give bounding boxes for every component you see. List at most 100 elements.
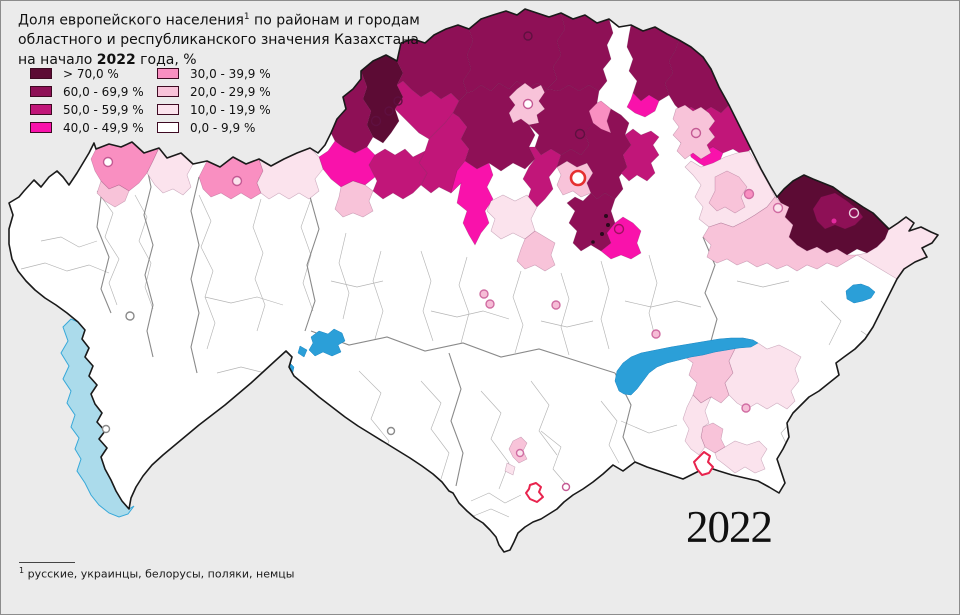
legend-item: > 70,0 %: [30, 67, 119, 81]
legend-item: 50,0 - 59,9 %: [30, 102, 144, 117]
legend-label: 10,0 - 19,9 %: [190, 102, 271, 117]
map-region: [450, 160, 494, 246]
district-boundary: [530, 380, 558, 456]
district-boundary: [540, 430, 566, 484]
district-boundary: [470, 508, 510, 518]
map-title: Доля европейского населения1 по районам …: [18, 8, 420, 70]
legend-label: 40,0 - 49,9 %: [63, 120, 144, 135]
map-region: [708, 170, 748, 214]
title-line-3: на начало 2022 года, %: [18, 51, 197, 68]
district-boundary: [458, 256, 470, 344]
map-region: [486, 194, 538, 240]
lake: [308, 328, 346, 357]
city-marker: [651, 329, 661, 339]
district-boundary: [420, 250, 434, 342]
oblast-boundary: [310, 330, 616, 374]
city-marker: [741, 403, 751, 413]
footnote-sup: 1: [19, 566, 25, 575]
district-boundary: [300, 198, 314, 312]
map-region: [368, 148, 428, 200]
district-boundary: [648, 254, 658, 338]
city-marker: [523, 31, 533, 41]
district-boundary: [20, 262, 110, 274]
legend-item: 40,0 - 49,9 %: [30, 120, 144, 135]
district-boundary: [620, 420, 678, 434]
district-boundary: [338, 232, 350, 320]
capital-marker-astana: [569, 169, 587, 187]
legend-swatch: [30, 86, 52, 97]
district-boundary: [372, 250, 384, 340]
district-boundary: [252, 198, 266, 332]
map-region: [516, 230, 556, 272]
legend-swatch: [30, 104, 52, 115]
city-dot: [604, 214, 608, 218]
city-red-outline: [693, 451, 714, 476]
legend-label: 60,0 - 69,9 %: [63, 84, 144, 99]
city-dot: [591, 240, 595, 244]
legend-swatch: [30, 122, 52, 133]
lake: [614, 337, 759, 396]
map-region: [702, 196, 859, 272]
map-region: [812, 192, 864, 230]
map-region: [522, 146, 562, 208]
district-boundary: [736, 280, 790, 288]
map-region: [198, 156, 264, 200]
city-marker: [479, 289, 489, 299]
district-boundary: [480, 390, 510, 490]
title-year: 2022: [96, 51, 136, 68]
footnote-marker: 1: [243, 12, 250, 22]
city-marker: [690, 127, 702, 139]
footnote-text: русские, украинцы, белорусы, поляки, нем…: [27, 567, 295, 581]
legend-label: 0,0 - 9,9 %: [190, 120, 256, 135]
legend-label: 50,0 - 59,9 %: [63, 102, 144, 117]
lake: [297, 345, 308, 358]
city-marker: [485, 299, 495, 309]
footnote: 1 русские, украинцы, белорусы, поляки, н…: [19, 562, 294, 581]
city-marker: [743, 188, 755, 200]
district-boundary: [624, 300, 702, 308]
map-region: [682, 394, 712, 456]
legend-label: 30,0 - 39,9 %: [190, 66, 271, 81]
legend-swatch: [30, 68, 52, 79]
city-marker: [772, 202, 784, 214]
map-region: [714, 440, 768, 474]
city-marker: [574, 128, 586, 140]
city-marker: [522, 98, 534, 110]
oblast-boundary: [96, 196, 112, 314]
city-marker: [370, 115, 382, 127]
title-line-2: областного и республиканского значения К…: [18, 32, 419, 49]
map-region: [566, 192, 616, 252]
legend-item: 0,0 - 9,9 %: [157, 120, 256, 135]
map-year-label: 2022: [686, 502, 773, 552]
map-region: [334, 180, 374, 218]
footnote-rule: [19, 562, 75, 563]
legend-item: 30,0 - 39,9 %: [157, 66, 271, 81]
district-boundary: [420, 380, 450, 480]
district-boundary: [430, 310, 510, 320]
country-border: [8, 8, 939, 553]
legend-item: 20,0 - 29,9 %: [157, 84, 271, 99]
legend-swatch: [157, 86, 179, 97]
district-boundary: [330, 280, 384, 288]
city-marker: [561, 482, 571, 492]
district-boundary: [134, 194, 154, 310]
city-marker: [515, 448, 525, 458]
district-boundary: [40, 236, 98, 248]
map-region: [600, 216, 642, 260]
map-region: [626, 92, 660, 118]
district-boundary: [512, 270, 524, 354]
district-boundary: [540, 320, 594, 328]
city-marker: [125, 311, 135, 321]
city-dot: [606, 223, 610, 227]
city-marker: [101, 424, 111, 434]
legend-item: 10,0 - 19,9 %: [157, 102, 271, 117]
district-boundary: [600, 260, 610, 350]
legend-label: 20,0 - 29,9 %: [190, 84, 271, 99]
city-marker: [384, 106, 394, 116]
city-marker: [231, 175, 243, 187]
district-boundary: [198, 194, 216, 350]
district-boundary: [470, 492, 522, 504]
oblast-boundary: [143, 152, 154, 358]
